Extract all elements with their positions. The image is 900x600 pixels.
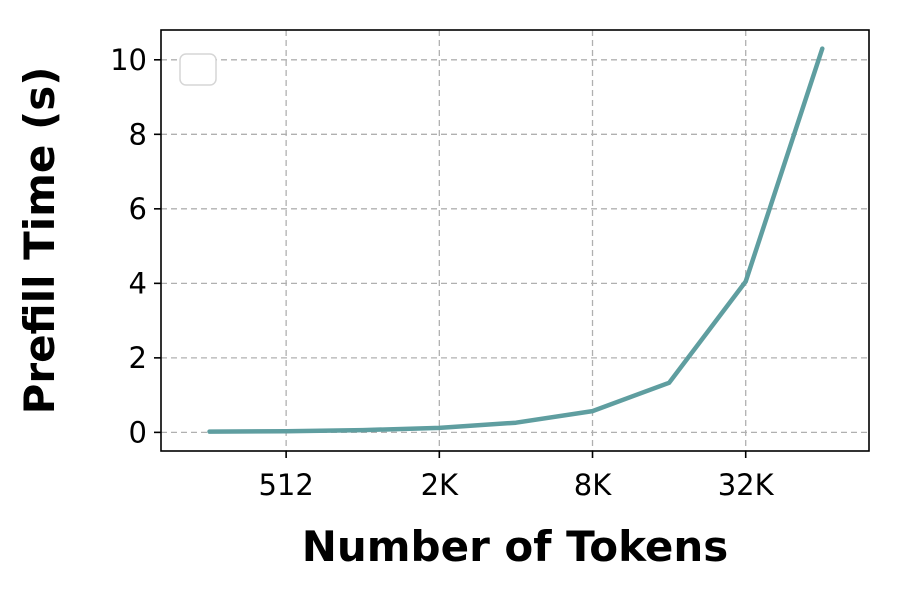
y-tick-label: 4 [129, 266, 147, 300]
grid-lines [161, 30, 869, 451]
series-line [207, 46, 825, 434]
x-tick-label: 512 [258, 468, 313, 502]
y-tick-label: 6 [129, 192, 147, 226]
y-tick-label: 2 [129, 341, 147, 375]
y-tick-label: 0 [129, 415, 147, 449]
legend-box [179, 53, 217, 86]
y-axis-label: Prefill Time (s) [15, 67, 64, 415]
x-tick-label: 2K [421, 468, 459, 502]
axis-ticks: 512 2K 8K 32K 0 2 4 6 8 10 [110, 43, 775, 502]
x-axis-label: Number of Tokens [302, 522, 729, 571]
plot-frame [160, 29, 870, 452]
x-tick-label: 8K [574, 468, 612, 502]
x-tick-label: 32K [718, 468, 775, 502]
y-tick-label: 10 [110, 43, 147, 77]
series-layer [207, 46, 825, 434]
y-tick-label: 8 [129, 117, 147, 151]
